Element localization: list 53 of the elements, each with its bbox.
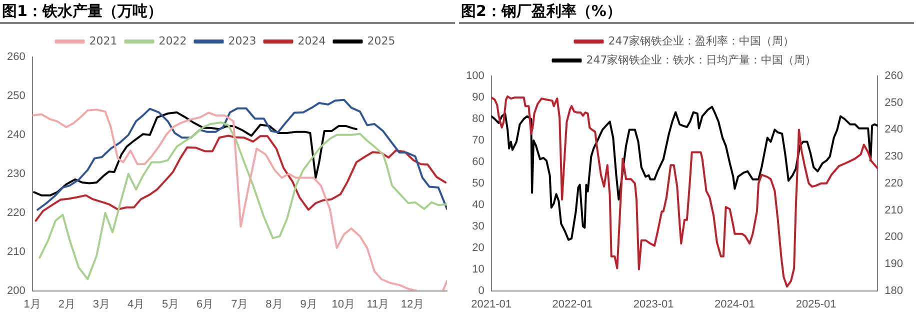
x-tick-label: 7月 [231, 298, 248, 310]
x-tick-label: 1月 [24, 298, 41, 310]
x-tick-label: 8月 [266, 298, 283, 310]
legend-label: 247家钢铁企业：盈利率：中国（周） [608, 34, 794, 48]
y2-tick-label: 240 [884, 124, 904, 136]
y-tick-label: 40 [472, 198, 484, 211]
y2-tick-label: 180 [884, 284, 904, 297]
x-tick-label: 5月 [162, 298, 180, 310]
legend-label: 2024 [298, 34, 326, 48]
chart-title: 图1：铁水产量（万吨） [0, 0, 455, 24]
y-tick-label: 80 [472, 112, 484, 125]
x-tick-label: 3月 [92, 298, 110, 310]
y-tick-label: 240 [6, 128, 26, 141]
y2-tick-label: 260 [884, 70, 904, 82]
x-tick-label: 2021-01 [471, 298, 512, 310]
y-tick-label: 0 [478, 284, 484, 297]
y-tick-label: 210 [6, 246, 26, 258]
x-tick-label: 2024-01 [714, 298, 755, 310]
y-tick-label: 30 [472, 220, 484, 232]
y-tick-label: 200 [6, 284, 26, 297]
y-tick-label: 10 [472, 263, 484, 276]
y2-tick-label: 210 [884, 204, 904, 216]
y2-tick-label: 200 [884, 231, 904, 244]
legend-label: 2022 [158, 34, 187, 48]
y-tick-label: 70 [472, 134, 484, 146]
y-tick-label: 100 [466, 70, 484, 82]
x-tick-label: 2022-01 [552, 298, 593, 310]
y-tick-label: 230 [6, 168, 26, 180]
x-tick-label: 2025-01 [796, 298, 836, 310]
x-tick-label: 2023-01 [633, 298, 674, 310]
chart-title: 图2：钢厂盈利率（%） [459, 0, 914, 24]
x-tick-label: 6月 [196, 298, 214, 310]
x-tick-label: 9月 [300, 298, 318, 310]
legend-label: 2023 [228, 34, 256, 48]
y-tick-label: 50 [472, 177, 484, 190]
x-tick-label: 4月 [127, 298, 145, 310]
y-tick-label: 90 [472, 92, 484, 104]
y2-tick-label: 190 [884, 258, 904, 270]
y2-tick-label: 220 [884, 177, 904, 190]
legend-label: 2025 [367, 34, 396, 48]
y-tick-label: 220 [6, 206, 26, 219]
x-tick-label: 10月 [332, 298, 355, 310]
legend-label: 2021 [89, 34, 118, 48]
x-tick-label: 2月 [58, 298, 76, 310]
y-tick-label: 20 [472, 242, 484, 254]
y-tick-label: 250 [6, 90, 26, 102]
legend-label: 247家钢铁企业：铁水：日均产量：中国（周） [586, 53, 816, 66]
y-tick-label: 60 [472, 156, 484, 168]
y2-tick-label: 230 [884, 150, 904, 163]
x-tick-label: 11月 [366, 298, 390, 310]
x-tick-label: 12月 [400, 298, 424, 310]
y2-tick-label: 250 [884, 96, 904, 109]
y-tick-label: 260 [6, 51, 26, 64]
